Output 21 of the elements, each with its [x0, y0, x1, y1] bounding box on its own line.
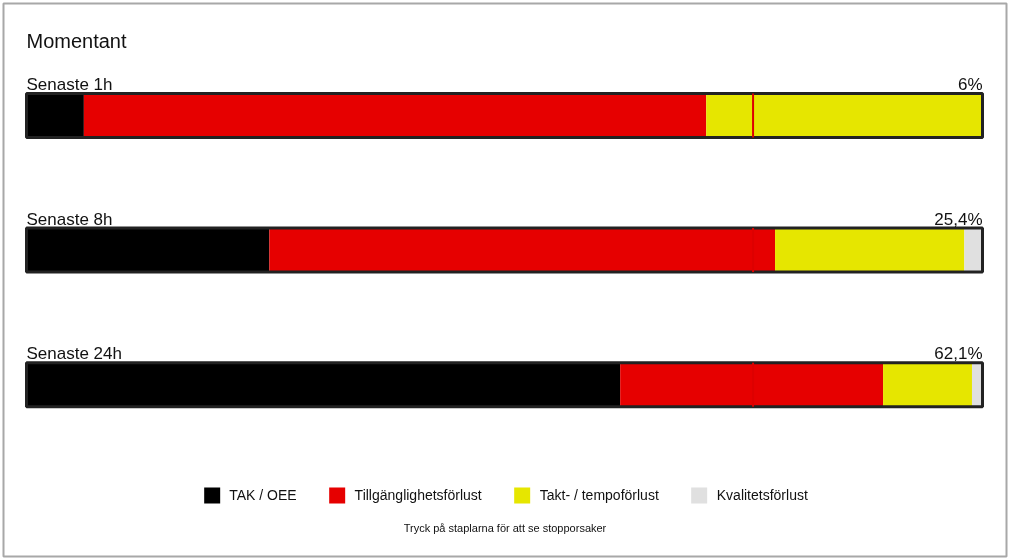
- bar: [26, 93, 84, 138]
- annotation: 25,4%: [934, 209, 983, 229]
- bar: [26, 228, 270, 273]
- legend-label: TAK / OEE: [229, 487, 297, 503]
- chart-title: Momentant: [26, 29, 127, 52]
- bar: [620, 362, 884, 407]
- annotation: 6%: [957, 75, 983, 94]
- legend-label: Takt- / tempoförlust: [539, 487, 659, 503]
- bar: [83, 93, 707, 138]
- annotation: 62,1%: [934, 344, 983, 364]
- text: Tryck på staplarna för att se stopporsaker: [403, 521, 607, 534]
- bar: [706, 93, 983, 138]
- bar: [775, 228, 965, 273]
- y-tick-label: Senaste 24h: [26, 344, 122, 364]
- bar: [269, 228, 776, 273]
- y-tick-label: Senaste 8h: [26, 209, 113, 229]
- legend-label: Tillgänglighetsförlust: [354, 487, 482, 503]
- bar: [883, 362, 972, 407]
- legend-label: Kvalitetsförlust: [716, 487, 808, 503]
- bar: [26, 362, 621, 407]
- y-tick-label: Senaste 1h: [26, 75, 113, 94]
